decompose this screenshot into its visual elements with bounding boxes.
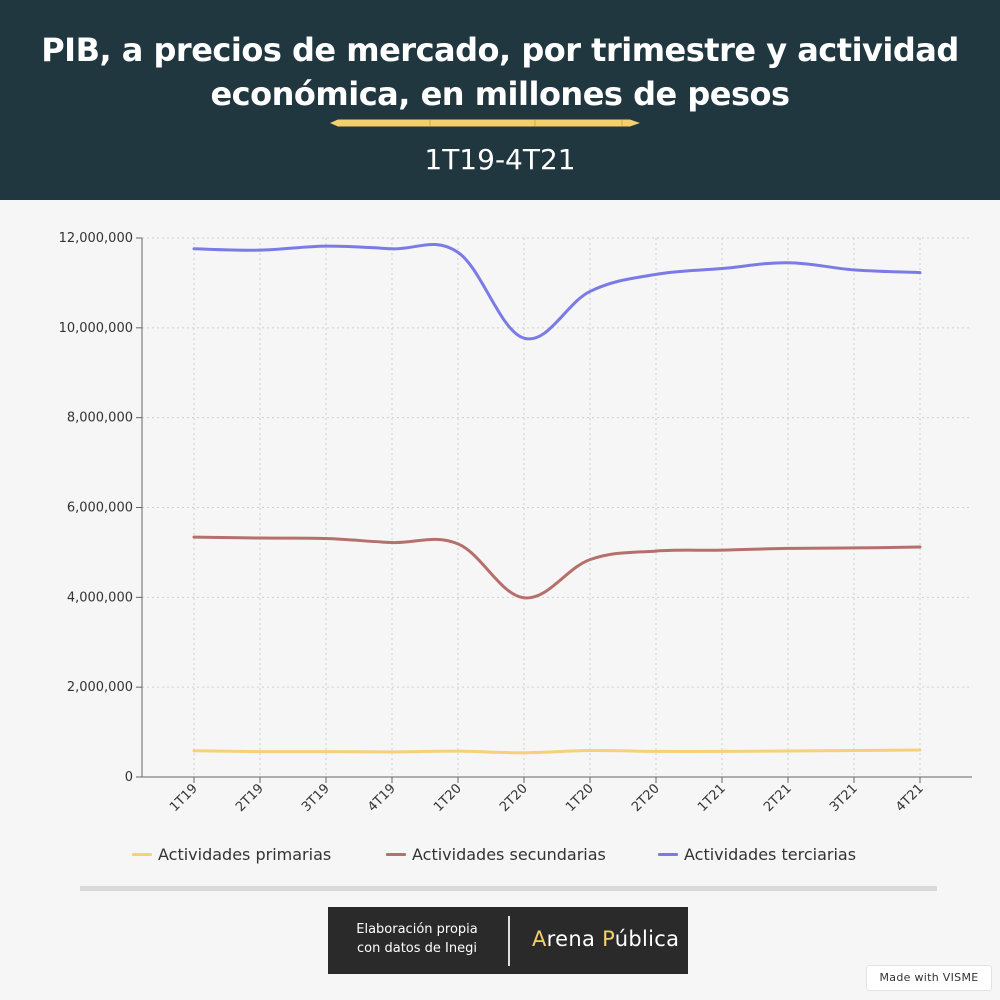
x-tick-label: 4T21 [893,781,927,815]
x-tick-label: 2T20 [497,781,531,815]
legend-swatch-terciarias [658,853,678,856]
series-line-primarias [192,748,922,755]
y-tick-label: 2,000,000 [67,680,133,695]
chart-legend: Actividades primarias Actividades secund… [0,845,1000,871]
x-tick-label: 3T21 [827,781,861,815]
x-tick-label: 2T19 [233,781,267,815]
series-line-secundarias [192,535,922,600]
y-tick-label: 6,000,000 [67,501,133,516]
legend-label-terciarias: Actividades terciarias [684,845,857,864]
legend-swatch-primarias [132,853,152,856]
line-chart: 0 2,000,000 4,000,000 6,000,000 8,000,000 10,… [59,231,972,815]
made-with-visme-badge[interactable]: Made with VISME [866,965,992,991]
series-line-terciarias [192,243,922,341]
y-tick-label: 4,000,000 [67,590,133,605]
credit-box: Elaboración propia con datos de Inegi Ar… [328,907,688,974]
credit-line-2: con datos de Inegi [357,941,477,956]
x-tick-label: 2T20 [629,781,663,815]
arena-publica-logo: Arena Pública [532,927,680,951]
legend-item-terciarias[interactable]: Actividades terciarias [658,845,856,864]
header: PIB, a precios de mercado, por trimestre… [0,0,1000,200]
legend-item-primarias[interactable]: Actividades primarias [132,845,331,864]
x-tick-label: 1T21 [695,781,729,815]
x-tick-label: 1T20 [431,781,465,815]
x-tick-label: 3T19 [299,781,333,815]
legend-item-secundarias[interactable]: Actividades secundarias [386,845,606,864]
legend-label-primarias: Actividades primarias [158,845,332,864]
credit-line-1: Elaboración propia [356,922,478,937]
y-tick-label: 8,000,000 [67,411,133,426]
legend-swatch-secundarias [386,853,406,856]
credit-separator [508,916,510,966]
y-tick-label: 0 [125,770,133,785]
x-tick-label: 4T19 [365,781,399,815]
y-tick-label: 12,000,000 [59,231,133,246]
page-title: PIB, a precios de mercado, por trimestre… [41,31,959,113]
section-divider [80,886,937,891]
page-subtitle: 1T19-4T21 [424,143,576,176]
pencil-divider [330,119,640,127]
x-tick-label: 1T20 [563,781,597,815]
credit-text: Elaboración propia con datos de Inegi [328,920,506,958]
x-tick-label: 2T21 [761,781,795,815]
legend-label-secundarias: Actividades secundarias [412,845,606,864]
y-tick-label: 10,000,000 [59,321,133,336]
x-tick-label: 1T19 [167,781,201,815]
